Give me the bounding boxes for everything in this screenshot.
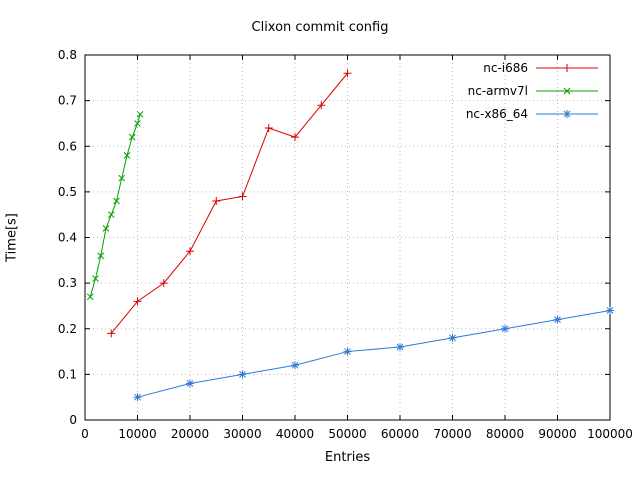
marker-plus (343, 69, 352, 78)
marker-plus (107, 329, 116, 338)
marker-cross (107, 211, 115, 219)
x-tick-label: 90000 (538, 427, 576, 441)
x-tick-label: 60000 (381, 427, 419, 441)
y-tick-label: 0 (69, 413, 77, 427)
y-tick-label: 0.3 (58, 276, 77, 290)
marker-cross (136, 110, 144, 118)
marker-asterisk (238, 370, 247, 379)
x-tick-label: 10000 (118, 427, 156, 441)
series-line-nc-x86_64 (137, 310, 611, 398)
legend-label: nc-armv7l (468, 84, 528, 98)
marker-cross (563, 87, 571, 95)
x-tick-label: 70000 (433, 427, 471, 441)
x-tick-label: 30000 (223, 427, 261, 441)
marker-asterisk (133, 393, 142, 402)
legend-label: nc-i686 (483, 61, 528, 75)
marker-plus (291, 133, 299, 142)
y-tick-label: 0.4 (58, 231, 77, 245)
series-line-nc-i686 (110, 72, 348, 334)
marker-plus (159, 279, 168, 288)
marker-asterisk (606, 306, 614, 315)
marker-cross (86, 293, 94, 301)
x-tick-label: 20000 (171, 427, 209, 441)
marker-plus (563, 64, 571, 72)
marker-asterisk (291, 361, 299, 370)
marker-plus (186, 247, 194, 256)
chart-title: Clixon commit config (251, 20, 389, 35)
y-tick-label: 0.5 (58, 185, 77, 199)
marker-cross (123, 152, 131, 159)
series-line-nc-armv7l (89, 114, 141, 297)
marker-plus (317, 101, 326, 110)
marker-asterisk (553, 315, 562, 324)
marker-plus (212, 197, 221, 205)
marker-cross (134, 120, 141, 127)
marker-plus (133, 297, 142, 306)
x-tick-label: 80000 (486, 427, 524, 441)
x-axis-label: Entries (324, 450, 371, 465)
marker-cross (113, 197, 120, 205)
y-tick-label: 0.1 (58, 367, 77, 381)
y-tick-label: 0.7 (58, 94, 77, 108)
x-tick-label: 100000 (587, 427, 633, 441)
y-axis-label: Time[s] (4, 213, 20, 262)
y-tick-label: 0.8 (58, 48, 77, 62)
x-tick-label: 0 (81, 427, 89, 441)
y-tick-label: 0.6 (58, 139, 77, 153)
marker-asterisk (186, 379, 194, 388)
x-tick-label: 40000 (276, 427, 314, 441)
plot-border (84, 54, 611, 421)
marker-asterisk (563, 110, 571, 118)
marker-cross (92, 275, 99, 282)
marker-cross (97, 252, 105, 260)
marker-asterisk (501, 324, 509, 333)
x-tick-label: 50000 (328, 427, 366, 441)
marker-asterisk (343, 347, 352, 356)
y-tick-label: 0.2 (58, 322, 77, 336)
marker-cross (102, 225, 110, 232)
marker-plus (264, 124, 273, 132)
marker-cross (118, 174, 126, 182)
marker-cross (128, 133, 136, 141)
marker-asterisk (396, 343, 404, 351)
marker-asterisk (448, 333, 457, 342)
legend-label: nc-x86_64 (466, 107, 528, 121)
marker-plus (238, 192, 247, 201)
